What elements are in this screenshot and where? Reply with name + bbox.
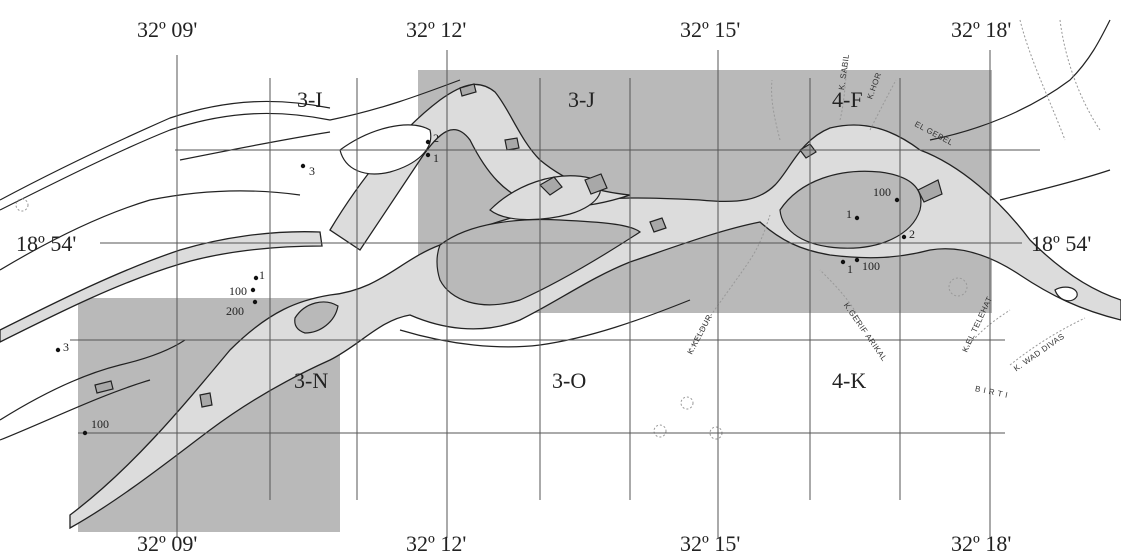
site-label: 1 [259, 268, 265, 282]
site-point [425, 152, 431, 158]
bank-northwest [0, 79, 461, 211]
section-label-3-J: 3-J [568, 87, 595, 112]
section-label-4-K: 4-K [832, 368, 867, 393]
site-point [55, 347, 61, 353]
island-small-7 [504, 137, 520, 151]
bank-southwest-1 [0, 339, 186, 421]
site-label: 1 [433, 151, 439, 165]
longitude-top-3: 32º 15' [680, 17, 741, 42]
longitude-bottom-2: 32º 12' [406, 531, 467, 556]
island-small-3 [649, 217, 667, 233]
wadi-wad-divas [1009, 317, 1086, 366]
site-point [250, 287, 256, 293]
site-label: 2 [433, 131, 439, 145]
dune-marker-1 [15, 198, 29, 212]
site-label: 2 [909, 227, 915, 241]
site-point [300, 163, 306, 169]
site-points [55, 139, 907, 436]
wadi-gerif-arikal [819, 269, 861, 321]
island-small-1 [539, 176, 563, 196]
bank-southwest-2 [0, 379, 151, 441]
site-label: 100 [862, 259, 880, 273]
site-label: 100 [873, 185, 891, 199]
latitude-left: 18º 54' [16, 231, 77, 256]
section-label-4-F: 4-F [832, 87, 863, 112]
longitude-bottom-3: 32º 15' [680, 531, 741, 556]
bank-northeast-1 [929, 19, 1111, 141]
site-point [901, 234, 907, 240]
longitude-bottom-1: 32º 09' [137, 531, 198, 556]
site-label: 3 [309, 164, 315, 178]
site-label: 200 [226, 304, 244, 318]
site-point [252, 299, 258, 305]
island-small-8 [199, 392, 213, 408]
island-west [339, 124, 432, 175]
bank-northwest-2 [0, 100, 331, 201]
site-label: 100 [91, 417, 109, 431]
site-label: 1 [846, 207, 852, 221]
wadis [15, 19, 1101, 440]
islands [94, 83, 1078, 408]
section-label-3-O: 3-O [552, 368, 587, 393]
island-small-6 [459, 83, 477, 97]
island-north-central [489, 175, 601, 221]
island-small-9 [94, 380, 114, 394]
longitude-top-1: 32º 09' [137, 17, 198, 42]
wadi-east-3 [771, 79, 781, 141]
island-small-5 [917, 179, 943, 203]
site-point [425, 139, 431, 145]
island-southwest [294, 301, 339, 334]
wadi-east-1 [1019, 19, 1066, 141]
site-label: 1 [847, 262, 853, 276]
bank-northeast-2 [999, 169, 1111, 201]
section-label-3-I: 3-I [297, 87, 323, 112]
survey-grid [70, 50, 1040, 538]
longitude-bottom-4: 32º 18' [951, 531, 1012, 556]
site-point [253, 275, 259, 281]
section-label-3-N: 3-N [294, 368, 329, 393]
wadi-keldur [689, 214, 771, 351]
site-point [82, 430, 88, 436]
island-small-10 [1054, 286, 1078, 302]
dune-marker-3 [653, 424, 667, 438]
dune-marker-5 [948, 277, 968, 297]
site-point [854, 257, 860, 263]
wadi-sabil [839, 59, 849, 121]
dune-marker-2 [680, 396, 694, 410]
site-point [894, 197, 900, 203]
longitude-top-4: 32º 18' [951, 17, 1012, 42]
wadi-el-telehat [964, 309, 1011, 351]
island-small-4 [799, 143, 817, 159]
site-label: 3 [63, 340, 69, 354]
site-point [840, 259, 846, 265]
site-label: 100 [229, 284, 247, 298]
island-small-2 [584, 173, 608, 195]
wadi-hor [869, 79, 897, 131]
bank-north-3i [179, 131, 331, 161]
longitude-top-2: 32º 12' [406, 17, 467, 42]
bank-west-lower [0, 190, 301, 271]
site-point [854, 215, 860, 221]
wadi-east-2 [1059, 19, 1101, 131]
latitude-right: 18º 54' [1031, 231, 1092, 256]
